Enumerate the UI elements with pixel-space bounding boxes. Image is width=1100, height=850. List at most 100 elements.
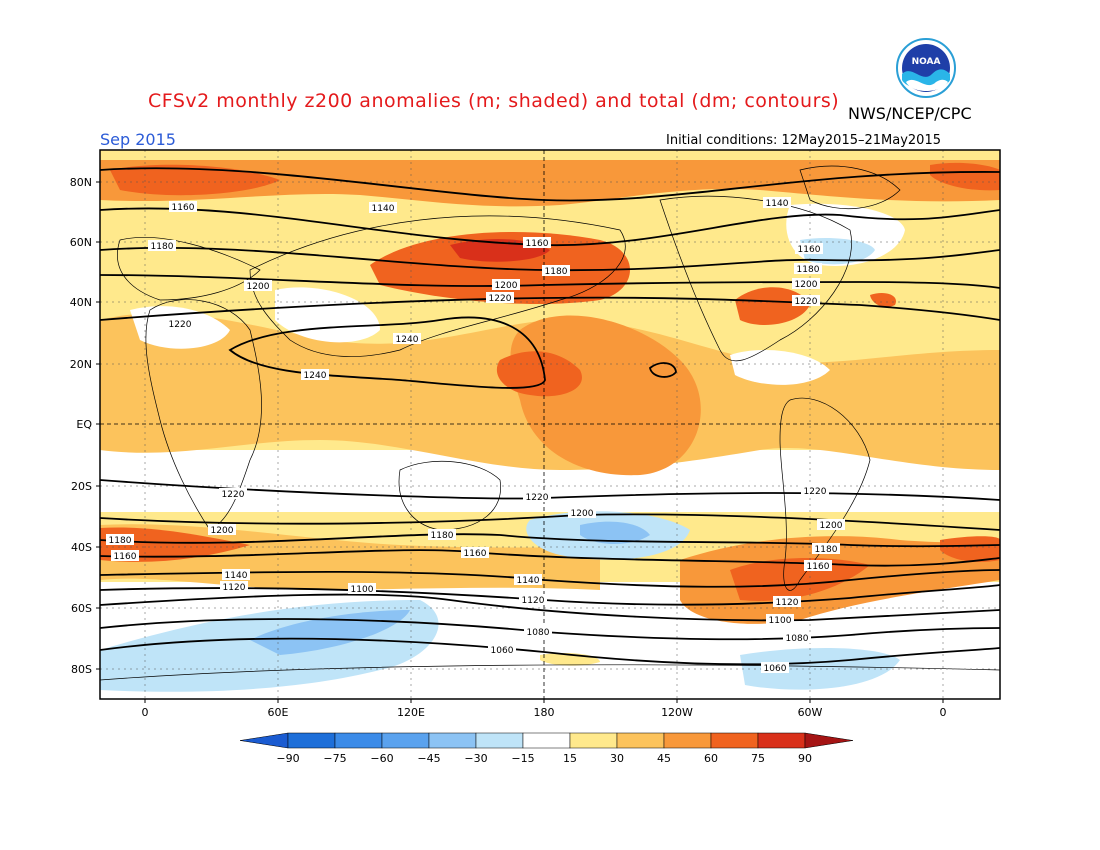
colorbar-swatch: [475, 732, 524, 749]
contour-label: 1120: [522, 596, 545, 606]
field-natl-vstrong: [735, 287, 810, 325]
colorbar-label: −30: [464, 752, 487, 765]
antarctica-outline: [100, 664, 1000, 681]
lon-label: 60E: [268, 706, 289, 719]
colorbar-label: 45: [657, 752, 671, 765]
contour-label: 1080: [527, 628, 550, 638]
contour-1060s: [100, 637, 1000, 666]
contour-label: 1160: [807, 562, 830, 572]
lon-label: 60W: [798, 706, 823, 719]
field-arctic-vstrong-a: [110, 164, 280, 196]
colorbar-swatch: [522, 732, 571, 749]
lat-label: 80S: [71, 663, 92, 676]
greenland-outline: [799, 165, 901, 210]
forecast-month: Sep 2015: [100, 130, 176, 149]
contour-1240: [228, 316, 546, 389]
contour-label: 1240: [304, 371, 327, 381]
contour-1080s: [100, 618, 1000, 641]
contour-label: 1180: [151, 242, 174, 252]
contour-label: 1180: [797, 265, 820, 275]
field-s-atl-vstrong-b: [940, 536, 1000, 562]
colorbar-label: 30: [610, 752, 624, 765]
lat-label: 80N: [70, 176, 92, 189]
contour-label: 1160: [526, 239, 549, 249]
contour-label: 1220: [489, 294, 512, 304]
contour-label: 1200: [247, 282, 270, 292]
contour-label: 1200: [571, 509, 594, 519]
field-natl-small: [870, 293, 896, 307]
longitude-labels: 0 60E 120E 180 120W 60W 0: [142, 706, 947, 719]
contour-label: 1160: [172, 203, 195, 213]
contour-label: 1080: [786, 634, 809, 644]
colorbar-label: 15: [563, 752, 577, 765]
contour-label: 1100: [351, 585, 374, 595]
colorbar-label: 75: [751, 752, 765, 765]
colorbar-label: −15: [511, 752, 534, 765]
australia-outline: [398, 460, 501, 531]
colorbar-label: −60: [370, 752, 393, 765]
field-pacific-strong: [510, 315, 701, 476]
colorbar-swatch: [663, 732, 712, 749]
contour-label: 1240: [396, 335, 419, 345]
contour-label: 1200: [211, 526, 234, 536]
colorbar-swatch: [381, 732, 430, 749]
contour-label: 1060: [491, 646, 514, 656]
contour-label: 1220: [526, 493, 549, 503]
contour-1220n: [100, 296, 1000, 321]
contour-label: 1120: [223, 583, 246, 593]
contour-1160s: [100, 549, 1000, 567]
lon-label: 180: [534, 706, 555, 719]
lon-label: 0: [940, 706, 947, 719]
field-india-zero: [275, 287, 380, 343]
lat-label: 60N: [70, 236, 92, 249]
initial-conditions: Initial conditions: 12May2015–21May2015: [666, 133, 941, 148]
contour-1200n: [100, 274, 1000, 289]
contour-label: 1060: [764, 664, 787, 674]
contour-label: 1220: [804, 487, 827, 497]
contour-label: 1200: [795, 280, 818, 290]
contour-label: 1140: [517, 576, 540, 586]
contour-1120s: [100, 584, 1000, 606]
europe-outline: [117, 237, 261, 301]
contour-label: 1220: [169, 320, 192, 330]
lat-label: 40N: [70, 296, 92, 309]
contour-label: 1160: [798, 245, 821, 255]
contour-label: 1200: [820, 521, 843, 531]
field-arctic-strong: [100, 160, 1000, 207]
colorbar-label: 60: [704, 752, 718, 765]
agency-label: NWS/NCEP/CPC: [848, 104, 972, 123]
contour-label: 1180: [109, 536, 132, 546]
contour-label: 1220: [795, 297, 818, 307]
latitude-labels: 80N 60N 40N 20N EQ 20S 40S 60S 80S: [70, 176, 93, 676]
contour-1100s: [100, 593, 1000, 622]
contour-label: 1180: [545, 267, 568, 277]
contour-1140n: [100, 167, 1000, 202]
asia-outline: [249, 215, 626, 357]
contour-label: 1200: [495, 281, 518, 291]
chart-title: CFSv2 monthly z200 anomalies (m; shaded)…: [148, 90, 840, 112]
field-caribbean-zero: [730, 350, 830, 385]
contour-1180n: [100, 246, 1000, 272]
colorbar-swatch: [428, 732, 477, 749]
colorbar-swatch: [569, 732, 618, 749]
lat-label: 40S: [71, 541, 92, 554]
colorbar-swatch: [757, 732, 806, 749]
noaa-logo: NOAA: [896, 38, 956, 98]
lat-label: 60S: [71, 602, 92, 615]
contour-1240-small: [649, 362, 677, 378]
contour-1180s: [100, 533, 1000, 548]
contour-label: 1220: [222, 490, 245, 500]
lon-label: 120E: [397, 706, 425, 719]
colorbar-label: −75: [323, 752, 346, 765]
colorbar-swatch: [287, 732, 336, 749]
contour-label: 1180: [431, 531, 454, 541]
lon-label: 120W: [661, 706, 693, 719]
contour-label: 1140: [766, 199, 789, 209]
contour-lines: [100, 167, 1000, 666]
contour-labels: 1140 1140 1160 1160 1160 1180 1180 1180 …: [106, 197, 845, 674]
colorbar-swatch: [616, 732, 665, 749]
lat-label: 20N: [70, 358, 92, 371]
logo-text: NOAA: [912, 57, 941, 67]
colorbar-high-arrow: [804, 732, 854, 749]
